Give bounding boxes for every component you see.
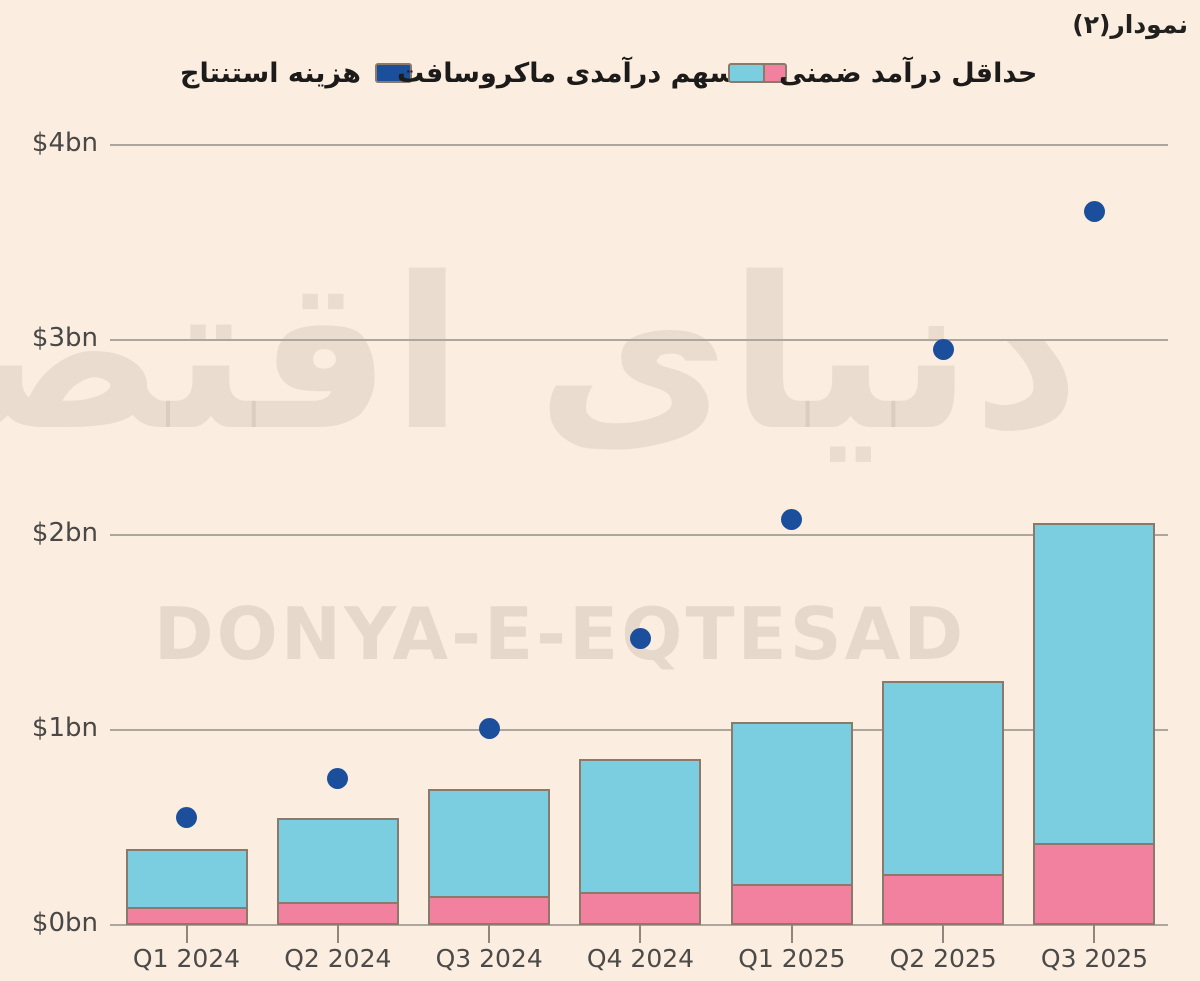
bar-implied-revenue-q2-2024 <box>277 818 399 904</box>
gridline-4bn <box>110 144 1168 146</box>
x-axis-label-q2-2025: Q2 2025 <box>863 944 1023 973</box>
x-axis-label-q3-2024: Q3 2024 <box>409 944 569 973</box>
y-axis-label-2bn: $2bn <box>0 518 98 548</box>
bar-implied-revenue-q3-2024 <box>428 789 550 898</box>
dot-inference-cost-q1-2024 <box>176 807 197 828</box>
x-axis-tick-4 <box>791 925 793 943</box>
bar-microsoft-share-q1-2025 <box>731 886 853 925</box>
y-axis-label-3bn: $3bn <box>0 323 98 353</box>
bar-implied-revenue-q4-2024 <box>579 759 701 894</box>
x-axis-tick-6 <box>1093 925 1095 943</box>
y-axis-label-4bn: $4bn <box>0 128 98 158</box>
watermark-persian-calligraphy: دنیای اقتصاد <box>80 250 1080 460</box>
x-axis-tick-5 <box>942 925 944 943</box>
bar-microsoft-share-q3-2025 <box>1033 845 1155 925</box>
x-axis-tick-2 <box>488 925 490 943</box>
x-axis-label-q2-2024: Q2 2024 <box>258 944 418 973</box>
x-axis-label-q1-2025: Q1 2025 <box>712 944 872 973</box>
bar-implied-revenue-q1-2024 <box>126 849 248 909</box>
legend-label-microsoft-share: سهم درآمدی ماکروسافت <box>397 58 736 89</box>
gridline-3bn <box>110 339 1168 341</box>
bar-microsoft-share-q2-2025 <box>882 876 1004 925</box>
x-axis-tick-3 <box>639 925 641 943</box>
legend-item-implied-revenue: حداقل درآمد ضمنی <box>728 58 1037 88</box>
bar-microsoft-share-q1-2024 <box>126 909 248 925</box>
dot-inference-cost-q2-2024 <box>327 768 348 789</box>
y-axis-label-0bn: $0bn <box>0 908 98 938</box>
dot-inference-cost-q3-2025 <box>1084 201 1105 222</box>
bar-microsoft-share-q4-2024 <box>579 894 701 925</box>
bar-implied-revenue-q1-2025 <box>731 722 853 886</box>
gridline-2bn <box>110 534 1168 536</box>
x-axis-label-q4-2024: Q4 2024 <box>560 944 720 973</box>
x-axis-tick-1 <box>337 925 339 943</box>
legend-swatch-implied-revenue <box>728 63 765 83</box>
dot-inference-cost-q4-2024 <box>630 628 651 649</box>
chart-canvas: نمودار(۲) هزینه استنتاج سهم درآمدی ماکرو… <box>0 0 1200 981</box>
bar-implied-revenue-q2-2025 <box>882 681 1004 876</box>
y-axis-label-1bn: $1bn <box>0 713 98 743</box>
x-axis-tick-0 <box>186 925 188 943</box>
x-axis-label-q3-2025: Q3 2025 <box>1014 944 1174 973</box>
bar-microsoft-share-q2-2024 <box>277 904 399 925</box>
watermark-latin: DONYA-E-EQTESAD <box>140 592 980 676</box>
bar-implied-revenue-q3-2025 <box>1033 523 1155 845</box>
dot-inference-cost-q3-2024 <box>479 718 500 739</box>
x-axis-label-q1-2024: Q1 2024 <box>107 944 267 973</box>
dot-inference-cost-q2-2025 <box>933 339 954 360</box>
chart-number-label: نمودار(۲) <box>1072 10 1188 39</box>
legend-label-inference-cost: هزینه استنتاج <box>180 58 361 89</box>
dot-inference-cost-q1-2025 <box>781 509 802 530</box>
bar-microsoft-share-q3-2024 <box>428 898 550 925</box>
legend-label-implied-revenue: حداقل درآمد ضمنی <box>779 58 1037 89</box>
gridline-1bn <box>110 729 1168 731</box>
legend-item-inference-cost: هزینه استنتاج <box>180 58 412 88</box>
